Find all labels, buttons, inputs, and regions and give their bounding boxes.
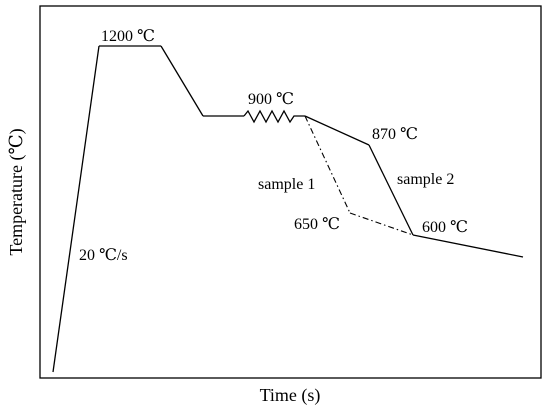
x-axis-label: Time (s) <box>260 385 321 406</box>
heating-ramp-line <box>52 45 100 373</box>
sample2-fast-cool-line <box>368 144 414 236</box>
sample2-coil-temp-label: 600 ℃ <box>422 219 468 236</box>
sample1-label: sample 1 <box>258 176 315 193</box>
deformation-temp-label: 900 ℃ <box>248 91 294 108</box>
plot-frame <box>39 5 542 379</box>
sample2-slow-cool-line <box>304 115 370 146</box>
sample1-fast-cool-line <box>304 115 351 214</box>
heating-rate-label: 20 ℃/s <box>79 247 128 264</box>
y-axis-label: Temperature (℃) <box>6 128 27 255</box>
soak-temp-label: 1200 ℃ <box>101 28 155 45</box>
deformation-zigzag-line <box>243 109 305 124</box>
final-cooling-line <box>412 234 524 258</box>
sample2-label: sample 2 <box>397 171 454 188</box>
sample1-coil-temp-label: 650 ℃ <box>294 216 340 233</box>
sample2-finish-temp-label: 870 ℃ <box>372 126 418 143</box>
sample1-slow-cool-line <box>349 212 414 236</box>
cooling-to-deformation-line <box>160 45 204 117</box>
